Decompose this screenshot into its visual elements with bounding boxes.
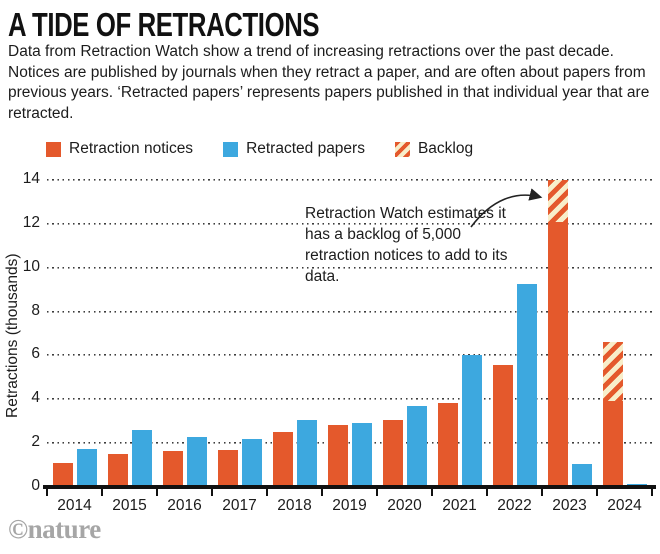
x-axis-tick [321,489,323,496]
x-tick-label-2022: 2022 [497,497,532,514]
plot-area: 0 2 4 6 8 10 12 14 2014 2015 2016 2017 2018 2019 2020 2… [23,170,656,514]
x-axis-tick [211,489,213,496]
x-tick-label-2018: 2018 [277,497,312,514]
page-title: A TIDE OF RETRACTIONS [8,6,320,43]
x-tick-label-2016: 2016 [167,497,202,514]
legend-item-backlog: Backlog [394,140,474,158]
bar-retracted-papers-2016 [187,436,207,487]
legend-swatch-notices [46,141,61,157]
x-axis-tick [431,489,433,496]
bar-retracted-papers-2019 [352,423,372,487]
y-axis-label: Retractions (thousands) [4,253,21,419]
bar-retraction-notices-2015 [108,454,128,487]
bar-retraction-notices-2024 [603,401,623,487]
gridline-14 [47,179,652,181]
x-axis-tick [376,489,378,496]
gridline-4 [47,398,652,401]
x-tick-label-2020: 2020 [387,497,422,514]
y-tick-label-6: 6 [31,345,40,363]
bar-retraction-notices-2019 [328,424,348,487]
legend-label-notices: Retraction notices [69,140,194,157]
x-axis-tick [486,489,488,496]
bar-retracted-papers-2020 [407,405,427,487]
x-axis-tick [101,489,103,496]
x-tick-label-2017: 2017 [222,497,257,514]
bar-retraction-notices-2023 [548,221,568,487]
x-tick-label-2014: 2014 [57,497,92,514]
bar-retraction-notices-2020 [383,420,403,487]
bar-retraction-notices-2022 [493,365,513,487]
bar-backlog-2024 [603,342,623,402]
x-tick-label-2015: 2015 [112,497,147,514]
curved-arrow-icon [470,188,543,228]
y-tick-label-4: 4 [31,389,40,407]
x-axis-tick [596,489,598,496]
chart-legend: Retraction notices Retracted papers Back… [46,140,473,158]
x-tick-label-2024: 2024 [607,497,642,514]
x-axis-tick [156,489,158,496]
x-axis-tick [541,489,543,496]
legend-label-backlog: Backlog [417,140,474,157]
x-axis-line [43,485,656,489]
gridline-2 [47,442,652,445]
y-tick-label-14: 14 [22,170,40,187]
bar-retraction-notices-2018 [273,432,293,487]
bar-retracted-papers-2023 [572,463,592,487]
bar-retracted-papers-2021 [462,355,482,487]
x-axis-tick [651,489,653,496]
legend-swatch-papers [223,141,239,157]
bar-retracted-papers-2017 [242,438,262,487]
x-tick-label-2021: 2021 [442,497,477,514]
bar-retraction-notices-2014 [53,462,73,487]
gridline-8 [47,310,652,313]
gridline-12 [47,222,652,225]
x-axis-tick [46,489,48,496]
y-tick-label-0: 0 [31,477,40,494]
y-tick-label-8: 8 [31,301,40,319]
y-tick-label-2: 2 [31,433,40,451]
bar-retraction-notices-2016 [163,450,183,487]
bar-retraction-notices-2017 [218,449,238,487]
bar-retracted-papers-2015 [132,430,152,487]
bar-retraction-notices-2021 [438,402,458,487]
bar-backlog-2023 [548,180,568,222]
backlog-annotation: Retraction Watch estimates it has a back… [305,205,508,285]
legend-swatch-backlog-hatch-icon [394,141,410,157]
legend-item-retracted-papers: Retracted papers [223,140,365,158]
gridline-10 [47,266,652,269]
x-axis-tick [266,489,268,496]
x-tick-label-2023: 2023 [552,497,587,514]
y-tick-label-10: 10 [22,257,40,275]
bar-retracted-papers-2022 [517,284,537,487]
bar-retracted-papers-2018 [297,420,317,487]
legend-label-papers: Retracted papers [246,140,365,157]
x-tick-label-2019: 2019 [332,497,367,514]
bar-retracted-papers-2014 [77,448,97,487]
y-tick-label-12: 12 [22,213,40,231]
gridline-6 [47,354,652,357]
legend-item-retraction-notices: Retraction notices [46,140,193,158]
nature-logo: ©nature [8,514,101,544]
chart-description: Data from Retraction Watch show a trend … [8,43,650,122]
